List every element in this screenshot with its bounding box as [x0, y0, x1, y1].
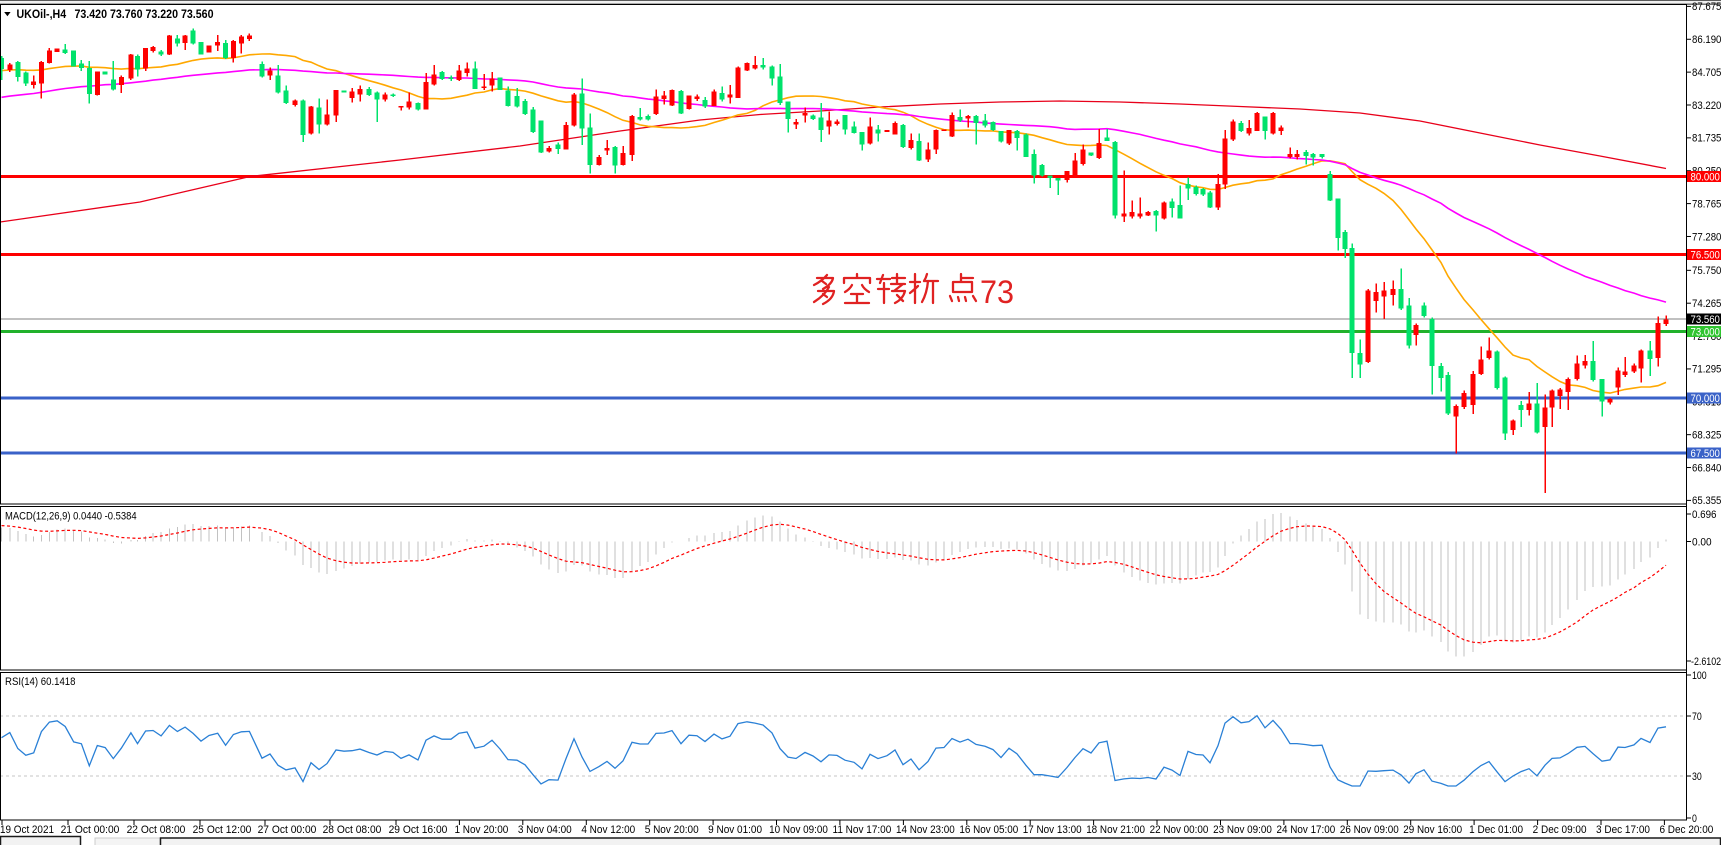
svg-text:76.500: 76.500: [1691, 249, 1720, 261]
svg-text:80.000: 80.000: [1691, 171, 1720, 183]
svg-text:16 Nov 05:00: 16 Nov 05:00: [959, 824, 1018, 836]
svg-text:67.500: 67.500: [1691, 448, 1720, 460]
svg-text:UKOil-,H4 73.420 73.760 73.22: UKOil-,H4 73.420 73.760 73.220 73.560: [17, 7, 214, 21]
svg-text:71.295: 71.295: [1692, 364, 1721, 376]
svg-text:4 Nov 12:00: 4 Nov 12:00: [581, 824, 635, 836]
svg-text:MACD(12,26,9) 0.0440 -0.5384: MACD(12,26,9) 0.0440 -0.5384: [5, 511, 137, 523]
svg-text:81.735: 81.735: [1692, 133, 1721, 145]
svg-text:3 Nov 04:00: 3 Nov 04:00: [518, 824, 572, 836]
svg-text:21 Oct 00:00: 21 Oct 00:00: [61, 824, 120, 836]
svg-text:100: 100: [1692, 670, 1707, 682]
svg-text:0: 0: [1692, 813, 1697, 825]
svg-text:0.696: 0.696: [1692, 509, 1717, 521]
svg-text:3 Dec 17:00: 3 Dec 17:00: [1596, 824, 1650, 836]
svg-text:0.00: 0.00: [1692, 536, 1712, 548]
svg-text:17 Nov 13:00: 17 Nov 13:00: [1023, 824, 1082, 836]
svg-text:68.325: 68.325: [1692, 430, 1721, 442]
svg-text:87.675: 87.675: [1692, 1, 1721, 13]
svg-text:10 Nov 09:00: 10 Nov 09:00: [769, 824, 828, 836]
svg-text:24 Nov 17:00: 24 Nov 17:00: [1277, 824, 1336, 836]
svg-text:74.265: 74.265: [1692, 298, 1721, 310]
svg-text:27 Oct 00:00: 27 Oct 00:00: [258, 824, 317, 836]
svg-text:73: 73: [980, 274, 1014, 310]
svg-text:29 Nov 16:00: 29 Nov 16:00: [1403, 824, 1462, 836]
svg-text:18 Nov 21:00: 18 Nov 21:00: [1086, 824, 1145, 836]
svg-text:6 Dec 20:00: 6 Dec 20:00: [1659, 824, 1713, 836]
svg-text:RSI(14) 60.1418: RSI(14) 60.1418: [5, 676, 76, 688]
svg-text:70: 70: [1692, 711, 1702, 723]
svg-text:26 Nov 09:00: 26 Nov 09:00: [1340, 824, 1399, 836]
svg-text:9 Nov 01:00: 9 Nov 01:00: [708, 824, 762, 836]
svg-text:29 Oct 16:00: 29 Oct 16:00: [389, 824, 448, 836]
svg-text:73.000: 73.000: [1691, 326, 1720, 338]
svg-text:19 Oct 2021: 19 Oct 2021: [0, 824, 54, 836]
svg-text:22 Nov 00:00: 22 Nov 00:00: [1150, 824, 1209, 836]
svg-text:78.765: 78.765: [1692, 198, 1721, 210]
svg-text:1 Nov 20:00: 1 Nov 20:00: [454, 824, 508, 836]
svg-text:86.190: 86.190: [1692, 34, 1721, 46]
svg-text:28 Oct 08:00: 28 Oct 08:00: [323, 824, 382, 836]
svg-text:77.280: 77.280: [1692, 231, 1721, 243]
svg-text:65.355: 65.355: [1692, 495, 1721, 507]
svg-text:30: 30: [1692, 771, 1702, 783]
svg-text:5 Nov 20:00: 5 Nov 20:00: [645, 824, 699, 836]
svg-text:75.750: 75.750: [1692, 265, 1721, 277]
svg-text:84.705: 84.705: [1692, 67, 1721, 79]
svg-text:73.560: 73.560: [1691, 314, 1720, 326]
svg-text:23 Nov 09:00: 23 Nov 09:00: [1213, 824, 1272, 836]
svg-text:70.000: 70.000: [1691, 393, 1720, 405]
svg-text:14 Nov 23:00: 14 Nov 23:00: [896, 824, 955, 836]
svg-text:25 Oct 12:00: 25 Oct 12:00: [193, 824, 252, 836]
svg-text:2 Dec 09:00: 2 Dec 09:00: [1533, 824, 1587, 836]
svg-text:11 Nov 17:00: 11 Nov 17:00: [833, 824, 892, 836]
svg-text:22 Oct 08:00: 22 Oct 08:00: [127, 824, 186, 836]
svg-text:1 Dec 01:00: 1 Dec 01:00: [1469, 824, 1523, 836]
svg-text:66.840: 66.840: [1692, 462, 1721, 474]
svg-text:-2.6102: -2.6102: [1691, 656, 1721, 668]
svg-text:83.220: 83.220: [1692, 100, 1721, 112]
